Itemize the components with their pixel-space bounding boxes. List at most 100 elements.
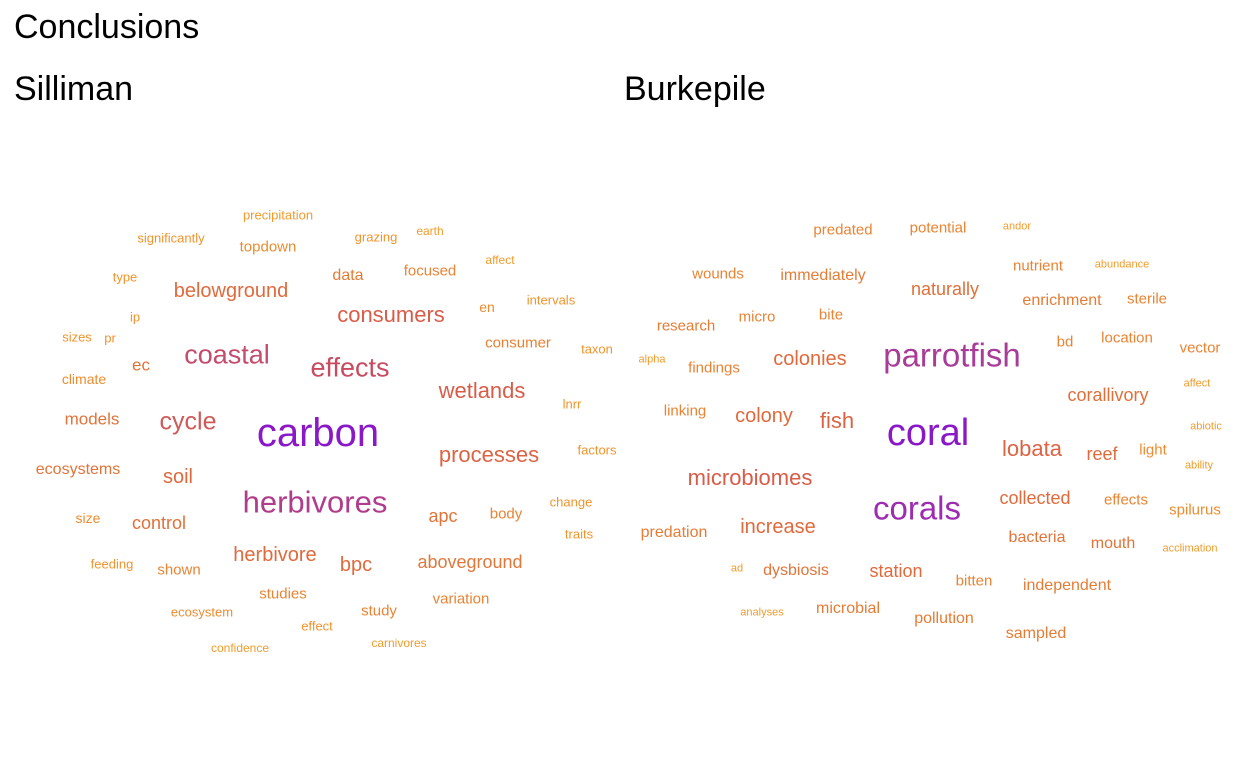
cloud-word: carbon [256,411,380,455]
cloud-word: bpc [339,554,373,576]
cloud-word: ip [129,309,141,325]
silliman-panel-title: Silliman [14,70,134,108]
cloud-word: vector [1179,339,1221,357]
cloud-word: abundance [1094,258,1150,271]
cloud-word: ecosystems [35,461,121,478]
cloud-word: grazing [354,229,398,245]
cloud-word: predated [813,221,873,239]
cloud-word: fish [819,408,855,433]
cloud-word: control [131,513,187,533]
cloud-word: parrotfish [883,336,1021,374]
cloud-word: colonies [773,348,847,370]
cloud-word: alpha [638,353,666,366]
cloud-word: immediately [780,267,866,284]
cloud-word: affect [485,253,515,267]
cloud-word: models [64,409,120,429]
cloud-word: ec [132,355,150,375]
cloud-word: acclimation [1162,542,1218,555]
cloud-word: intervals [526,292,576,308]
cloud-word: aboveground [417,552,523,572]
cloud-word: coastal [184,339,270,370]
cloud-word: wetlands [438,378,526,403]
cloud-word: confidence [210,641,270,655]
cloud-word: effects [310,352,390,383]
cloud-word: increase [740,516,816,538]
cloud-word: dysbiosis [763,562,829,579]
cloud-word: analyses [740,606,784,619]
cloud-word: sampled [1005,625,1067,642]
cloud-word: data [332,267,364,284]
cloud-word: reef [1086,444,1118,464]
cloud-word: precipitation [242,207,314,223]
cloud-word: potential [909,219,967,237]
cloud-word: sterile [1126,290,1168,308]
cloud-word: effects [1104,491,1148,509]
cloud-word: en [479,299,495,315]
cloud-word: bacteria [1008,529,1066,546]
cloud-word: earth [416,224,444,238]
cloud-word: ecosystem [170,604,234,620]
cloud-word: collected [999,488,1071,508]
cloud-word: colony [735,405,793,427]
cloud-word: pr [104,330,116,346]
cloud-word: size [75,510,101,526]
cloud-word: nutrient [1012,257,1064,275]
cloud-word: consumer [485,334,551,352]
cloud-word: significantly [137,230,205,246]
cloud-word: climate [61,371,107,387]
cloud-word: body [489,505,523,523]
cloud-word: belowground [173,280,289,302]
cloud-word: findings [688,359,740,377]
cloud-word: taxon [581,341,613,357]
cloud-word: naturally [910,279,980,299]
cloud-word: soil [162,466,194,488]
cloud-word: corallivory [1067,385,1149,405]
cloud-word: microbiomes [687,465,813,490]
cloud-word: bitten [955,572,993,590]
cloud-word: effect [301,618,333,634]
cloud-word: factors [577,442,617,458]
cloud-word: abiotic [1190,420,1222,433]
cloud-word: corals [872,489,962,527]
cloud-word: carnivores [371,636,427,650]
cloud-word: processes [438,442,540,467]
cloud-word: focused [403,262,457,280]
cloud-word: sizes [62,329,92,345]
cloud-word: change [549,494,593,510]
cloud-word: feeding [90,556,134,572]
cloud-word: studies [259,585,307,603]
cloud-word: type [112,269,138,285]
cloud-word: micro [738,308,776,326]
cloud-word: location [1101,329,1153,347]
cloud-word: traits [564,526,594,542]
cloud-word: linking [663,402,707,420]
cloud-word: topdown [239,238,297,256]
cloud-word: affect [1183,377,1211,390]
cloud-word: independent [1022,577,1112,594]
cloud-word: ability [1184,459,1214,472]
cloud-word: lobata [1002,436,1062,461]
cloud-word: shown [157,561,201,579]
cloud-word: andor [1002,220,1032,233]
cloud-word: bite [818,306,844,324]
cloud-word: enrichment [1022,292,1102,309]
cloud-word: spilurus [1169,501,1221,519]
cloud-word: coral [886,412,970,454]
cloud-word: variation [432,590,490,608]
cloud-word: cycle [159,407,217,436]
cloud-word: consumers [337,302,445,327]
cloud-word: herbivore [233,544,317,566]
cloud-word: station [869,561,923,581]
cloud-word: pollution [914,610,974,627]
cloud-word: herbivores [242,484,388,520]
cloud-word: predation [640,524,708,541]
cloud-word: light [1139,441,1167,459]
cloud-word: apc [428,506,458,526]
cloud-word: lnrr [562,396,582,412]
cloud-word: ad [730,562,744,575]
cloud-word: study [361,602,397,620]
cloud-word: research [656,317,716,335]
cloud-word: mouth [1090,535,1136,552]
